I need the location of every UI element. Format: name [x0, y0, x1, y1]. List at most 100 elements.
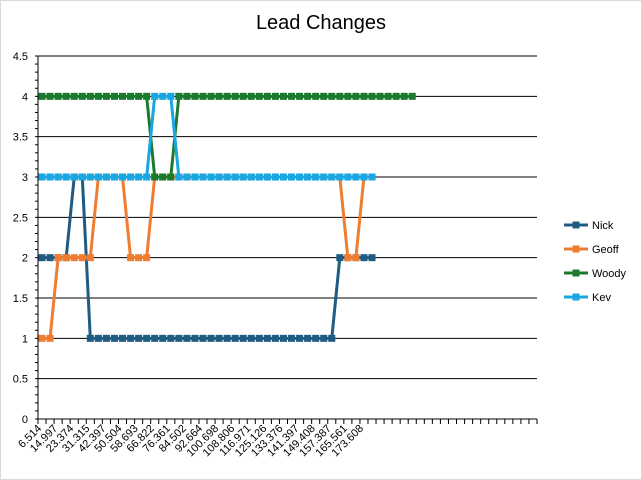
data-point — [175, 173, 183, 181]
data-point — [255, 92, 263, 100]
data-point — [247, 173, 255, 181]
chart-title: Lead Changes — [255, 12, 387, 34]
series-kev — [38, 92, 376, 181]
data-point — [62, 92, 70, 100]
data-point — [54, 254, 62, 262]
data-point — [54, 173, 62, 181]
data-point — [376, 92, 384, 100]
data-point — [352, 92, 360, 100]
data-point — [408, 92, 416, 100]
data-point — [199, 334, 207, 342]
legend-label: Nick — [592, 220, 614, 232]
data-point — [143, 92, 151, 100]
data-point — [328, 173, 336, 181]
data-point — [199, 173, 207, 181]
data-point — [344, 173, 352, 181]
data-point — [167, 173, 175, 181]
data-point — [183, 173, 191, 181]
data-point — [38, 92, 46, 100]
legend-swatch-marker — [572, 293, 580, 301]
data-point — [151, 173, 159, 181]
data-point — [263, 92, 271, 100]
data-point — [368, 92, 376, 100]
y-tick-label: 2.5 — [13, 212, 28, 224]
data-point — [328, 334, 336, 342]
data-point — [360, 254, 368, 262]
legend-item-nick: Nick — [564, 220, 614, 232]
data-point — [46, 334, 54, 342]
data-point — [384, 92, 392, 100]
legend-item-geoff: Geoff — [564, 244, 620, 256]
legend-swatch-marker — [572, 269, 580, 277]
data-point — [102, 92, 110, 100]
data-point — [271, 334, 279, 342]
data-point — [296, 334, 304, 342]
data-point — [247, 334, 255, 342]
data-point — [247, 92, 255, 100]
legend-label: Geoff — [592, 244, 620, 256]
data-point — [392, 92, 400, 100]
data-point — [255, 334, 263, 342]
data-point — [102, 334, 110, 342]
data-point — [288, 334, 296, 342]
data-point — [143, 254, 151, 262]
data-point — [70, 254, 78, 262]
data-point — [279, 173, 287, 181]
data-point — [70, 92, 78, 100]
data-point — [135, 254, 143, 262]
data-point — [239, 173, 247, 181]
data-point — [159, 92, 167, 100]
legend-label: Woody — [592, 268, 627, 280]
data-point — [271, 173, 279, 181]
data-point — [207, 334, 215, 342]
data-point — [271, 92, 279, 100]
data-point — [94, 173, 102, 181]
data-point — [344, 254, 352, 262]
data-point — [143, 173, 151, 181]
data-point — [38, 254, 46, 262]
data-point — [94, 334, 102, 342]
data-point — [110, 173, 118, 181]
data-point — [368, 173, 376, 181]
data-point — [288, 173, 296, 181]
data-point — [78, 173, 86, 181]
data-point — [183, 334, 191, 342]
y-tick-label: 2 — [22, 253, 28, 265]
data-point — [255, 173, 263, 181]
data-point — [296, 173, 304, 181]
data-point — [199, 92, 207, 100]
data-point — [288, 92, 296, 100]
data-point — [223, 173, 231, 181]
data-point — [320, 173, 328, 181]
data-point — [38, 173, 46, 181]
series-woody — [38, 92, 416, 181]
data-point — [360, 92, 368, 100]
data-point — [231, 173, 239, 181]
data-point — [110, 92, 118, 100]
y-tick-label: 1.5 — [13, 293, 28, 305]
data-point — [336, 92, 344, 100]
data-point — [231, 92, 239, 100]
data-point — [70, 173, 78, 181]
y-tick-label: 3 — [22, 172, 28, 184]
data-point — [304, 173, 312, 181]
data-point — [127, 254, 135, 262]
data-point — [304, 92, 312, 100]
data-point — [223, 92, 231, 100]
data-point — [263, 173, 271, 181]
data-point — [231, 334, 239, 342]
data-point — [102, 173, 110, 181]
data-point — [304, 334, 312, 342]
data-point — [279, 334, 287, 342]
data-point — [344, 92, 352, 100]
data-point — [279, 92, 287, 100]
data-point — [400, 92, 408, 100]
data-point — [38, 334, 46, 342]
data-point — [312, 173, 320, 181]
data-point — [191, 92, 199, 100]
data-point — [46, 254, 54, 262]
data-point — [183, 92, 191, 100]
data-point — [143, 334, 151, 342]
data-point — [352, 173, 360, 181]
